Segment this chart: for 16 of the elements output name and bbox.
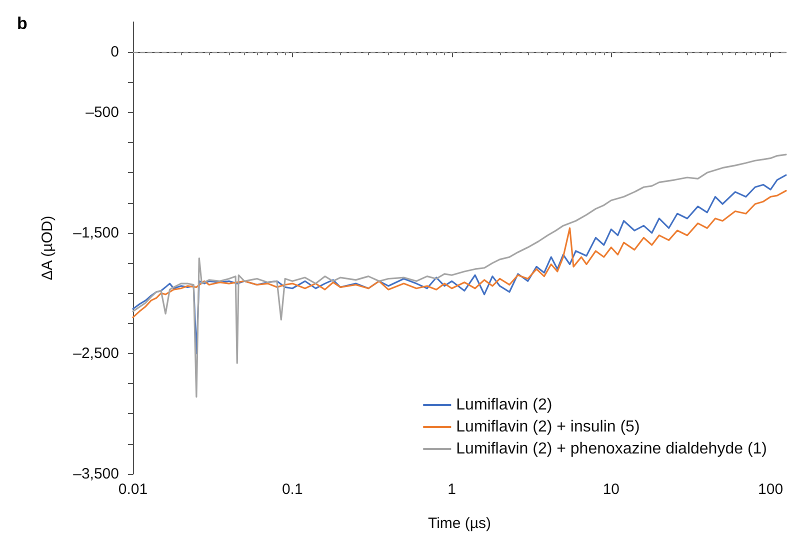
y-tick-label: –1,500	[73, 224, 119, 242]
legend-label: Lumiflavin (2)	[456, 396, 552, 414]
x-tick-label: 1	[448, 481, 456, 498]
x-tick-label: 0.01	[118, 481, 148, 498]
y-tick-label: –3,500	[73, 466, 119, 482]
legend-label: Lumiflavin (2) + insulin (5)	[456, 418, 640, 436]
y-axis-title: ΔA (µOD)	[39, 216, 56, 280]
x-tick-label: 10	[602, 481, 620, 498]
x-tick-label: 0.1	[282, 481, 303, 498]
legend-label: Lumiflavin (2) + phenoxazine dialdehyde (1)	[456, 440, 768, 458]
x-axis-title: Time (µs)	[428, 515, 492, 532]
y-tick-label: –500	[86, 104, 119, 121]
y-tick-label: 0	[110, 44, 119, 61]
chart-title: b	[17, 14, 28, 33]
y-tick-label: –2,500	[73, 344, 119, 362]
x-tick-label: 100	[758, 481, 784, 498]
